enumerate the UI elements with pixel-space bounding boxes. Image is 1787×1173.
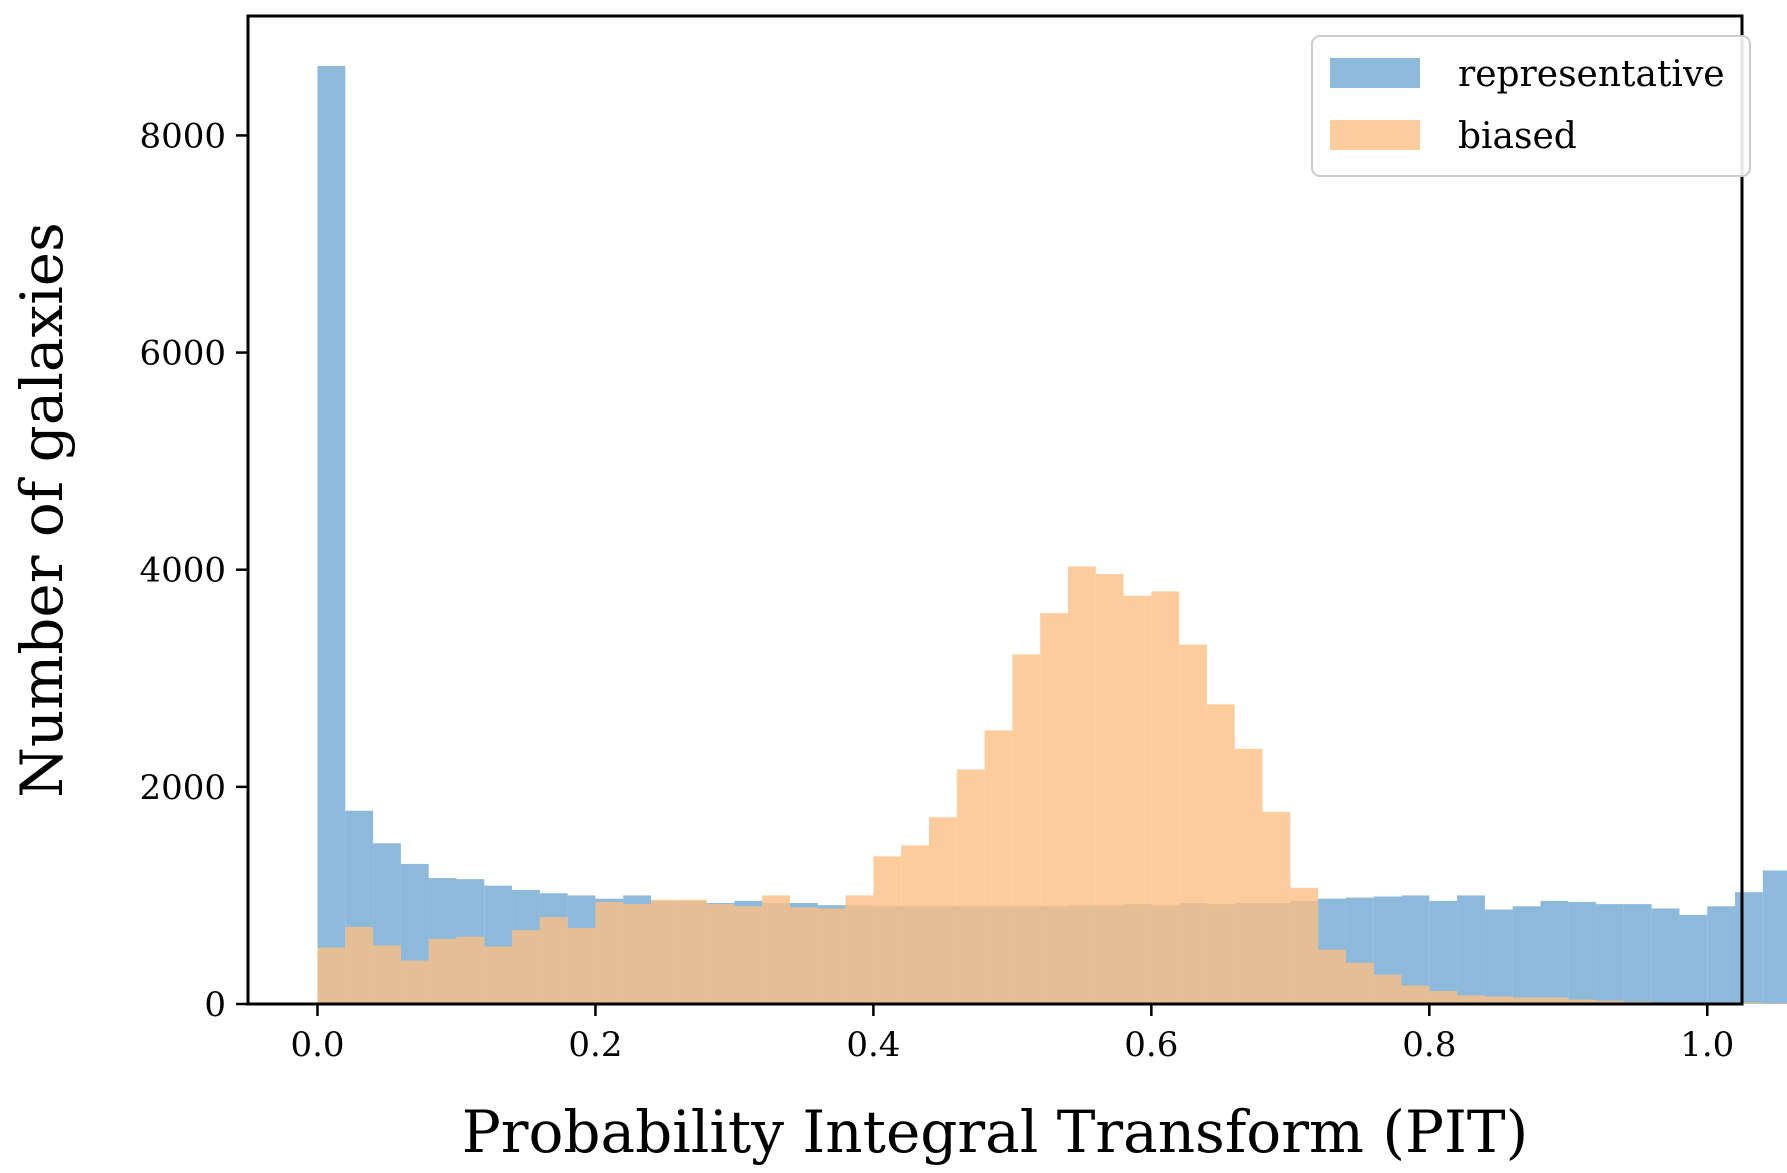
y-axis-label: Number of galaxies [8, 222, 76, 798]
y-tick-label: 8000 [139, 116, 226, 156]
x-tick-label: 0.6 [1124, 1025, 1178, 1065]
x-tick-label: 0.8 [1402, 1025, 1456, 1065]
representative-bar [1540, 900, 1569, 1004]
biased-bar [1040, 613, 1068, 1004]
biased-bar [817, 908, 846, 1004]
biased-bar [456, 936, 485, 1004]
biased-bar [956, 769, 985, 1004]
biased-bar [1012, 654, 1041, 1004]
biased-bar [1568, 999, 1597, 1004]
biased-bar [1095, 574, 1124, 1004]
legend-label-biased: biased [1458, 116, 1577, 157]
representative-bar [1484, 909, 1513, 1004]
representative-bar [1651, 908, 1680, 1004]
legend-frame [1311, 35, 1751, 177]
biased-bar [1429, 990, 1458, 1004]
x-axis-label: Probability Integral Transform (PIT) [462, 1098, 1529, 1166]
biased-bar [984, 730, 1013, 1004]
biased-bar [901, 845, 929, 1004]
biased-bar [317, 947, 346, 1004]
representative-bar [1457, 895, 1485, 1004]
x-tick-label: 1.0 [1680, 1025, 1734, 1065]
biased-bar [1123, 595, 1152, 1004]
biased-bar [1206, 704, 1235, 1004]
biased-bar [873, 856, 902, 1004]
y-axis: 0 2000 4000 6000 8000 [139, 116, 248, 1025]
legend: representative biased [1311, 35, 1751, 177]
biased-bar [678, 899, 707, 1004]
biased-bar [1596, 1000, 1624, 1004]
plot-frame [246, 14, 1744, 1006]
biased-bar [762, 895, 791, 1004]
biased-bar [623, 904, 652, 1004]
biased-bar [1540, 997, 1569, 1004]
biased-bar [1067, 566, 1096, 1004]
representative-bar [1679, 914, 1708, 1004]
biased-bar [928, 817, 957, 1004]
y-tick-label: 0 [204, 985, 226, 1025]
biased-bar [1345, 962, 1374, 1004]
biased-bar [595, 901, 624, 1004]
biased-bar [428, 938, 457, 1004]
biased-bars [317, 566, 1787, 1004]
x-axis: 0.0 0.2 0.4 0.6 0.8 1.0 [290, 1004, 1734, 1065]
representative-bar [1596, 904, 1624, 1004]
biased-bar [1151, 591, 1180, 1004]
legend-label-representative: representative [1458, 54, 1725, 95]
representative-bar [1707, 906, 1736, 1004]
biased-bar [567, 928, 596, 1004]
biased-bar [1457, 995, 1485, 1004]
representative-bar [1623, 904, 1652, 1004]
biased-bar [1735, 1002, 1763, 1004]
x-tick-label: 0.2 [568, 1025, 622, 1065]
biased-bar [790, 907, 818, 1004]
biased-bar [706, 904, 735, 1004]
biased-bar [1234, 748, 1263, 1004]
biased-bar [400, 960, 429, 1004]
biased-bar [484, 946, 513, 1004]
representative-bar [317, 65, 346, 1004]
biased-bar [1401, 985, 1430, 1004]
biased-bar [1318, 949, 1346, 1004]
representative-bar [1512, 906, 1541, 1004]
representative-bar [1762, 870, 1787, 1004]
biased-bar [734, 906, 763, 1004]
x-tick-label: 0.0 [290, 1025, 344, 1065]
biased-bar [539, 917, 568, 1004]
legend-swatch-representative [1330, 58, 1420, 88]
biased-bar [1262, 811, 1291, 1004]
y-tick-label: 6000 [139, 334, 226, 374]
legend-swatch-biased [1330, 120, 1420, 150]
biased-bar [845, 895, 874, 1004]
biased-bar [1484, 996, 1513, 1004]
biased-bar [373, 945, 401, 1004]
biased-bar [1512, 997, 1541, 1004]
biased-bar [651, 899, 679, 1004]
representative-bar [1429, 900, 1458, 1004]
x-tick-label: 0.4 [846, 1025, 900, 1065]
y-tick-label: 2000 [139, 768, 226, 808]
y-tick-label: 4000 [139, 551, 226, 591]
biased-bar [512, 930, 540, 1004]
biased-bar [1762, 1003, 1787, 1004]
biased-bar [345, 926, 374, 1004]
biased-bar [1373, 974, 1402, 1004]
biased-bar [1179, 644, 1207, 1004]
biased-bar [1290, 887, 1319, 1004]
representative-bar [1735, 892, 1763, 1004]
representative-bar [1568, 901, 1597, 1004]
